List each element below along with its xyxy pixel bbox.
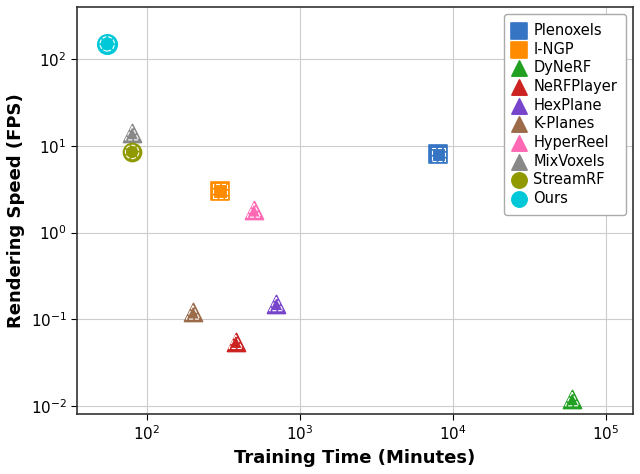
- Point: [271, 300, 282, 308]
- Point: [433, 150, 444, 158]
- Point: [215, 187, 225, 195]
- Point: [249, 207, 259, 214]
- NeRFPlayer: [230, 338, 241, 346]
- Y-axis label: Rendering Speed (FPS): Rendering Speed (FPS): [7, 93, 25, 328]
- Point: [127, 129, 137, 137]
- HyperReel: [249, 207, 259, 214]
- HexPlane: [271, 300, 282, 308]
- I-NGP: [215, 187, 225, 195]
- Ours: [102, 40, 112, 48]
- X-axis label: Training Time (Minutes): Training Time (Minutes): [234, 449, 476, 467]
- MixVoxels: [127, 129, 137, 137]
- Point: [230, 338, 241, 346]
- Point: [188, 309, 198, 316]
- K-Planes: [188, 309, 198, 316]
- Plenoxels: [433, 150, 444, 158]
- Point: [567, 395, 577, 403]
- Legend: Plenoxels, I-NGP, DyNeRF, NeRFPlayer, HexPlane, K-Planes, HyperReel, MixVoxels, : Plenoxels, I-NGP, DyNeRF, NeRFPlayer, He…: [504, 14, 626, 215]
- Point: [102, 40, 112, 48]
- Point: [127, 148, 137, 156]
- DyNeRF: [567, 395, 577, 403]
- StreamRF: [127, 148, 137, 156]
